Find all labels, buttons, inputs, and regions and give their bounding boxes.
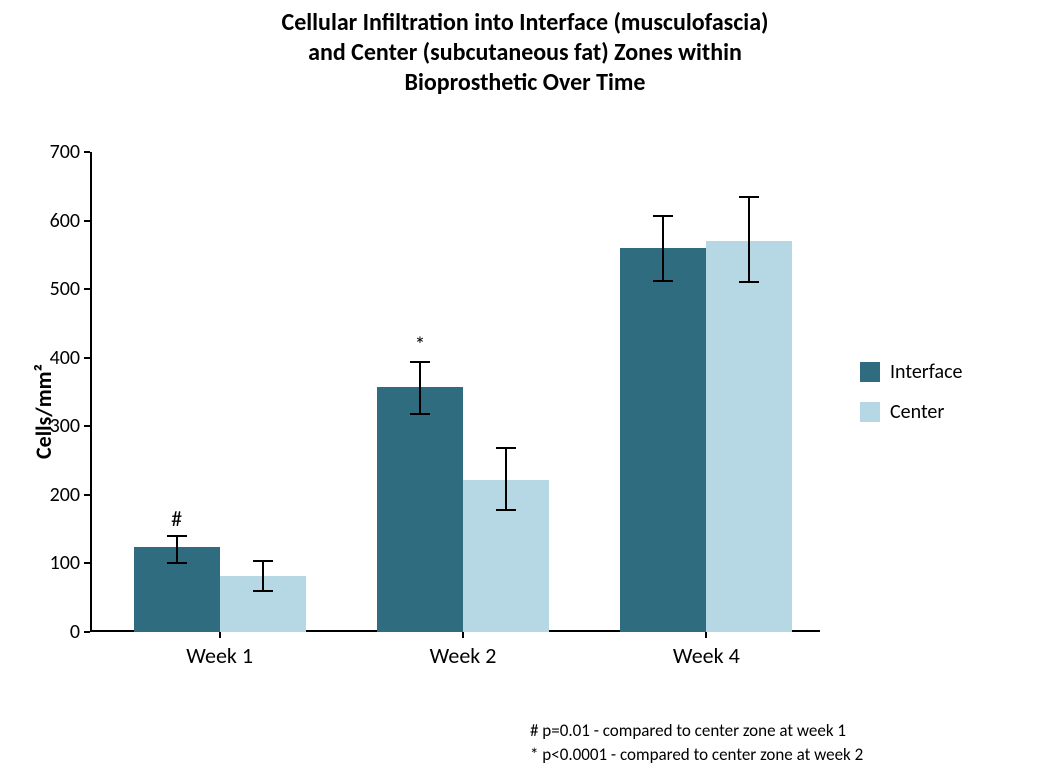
legend-item: Center — [860, 400, 962, 424]
x-tick-mark — [705, 632, 707, 638]
y-tick-label: 200 — [50, 483, 80, 507]
footnote-line: * p<0.0001 - compared to center zone at … — [530, 744, 863, 765]
footnote-line: # p=0.01 - compared to center zone at we… — [530, 720, 846, 741]
y-tick-label: 300 — [50, 414, 80, 438]
y-tick-label: 600 — [50, 209, 80, 233]
y-tick-mark — [84, 357, 90, 359]
legend-swatch — [860, 402, 880, 422]
plot-area: 0100200300400500600700Week 1#Week 2*Week… — [90, 152, 820, 632]
bar — [463, 480, 549, 632]
y-axis — [90, 152, 92, 632]
x-tick-label: Week 1 — [186, 642, 253, 669]
x-tick-label: Week 4 — [673, 642, 740, 669]
title-line-1: Cellular Infiltration into Interface (mu… — [0, 8, 1050, 38]
bar — [377, 387, 463, 632]
x-tick-mark — [219, 632, 221, 638]
y-tick-mark — [84, 220, 90, 222]
legend: Interface Center — [860, 360, 962, 440]
title-line-3: Bioprosthetic Over Time — [0, 68, 1050, 98]
legend-item: Interface — [860, 360, 962, 384]
y-tick-mark — [84, 562, 90, 564]
y-tick-label: 100 — [50, 551, 80, 575]
y-tick-mark — [84, 494, 90, 496]
y-axis-label: Cells/mm² — [30, 364, 57, 459]
y-tick-label: 0 — [70, 620, 80, 644]
y-tick-label: 700 — [50, 140, 80, 164]
significance-marker: # — [171, 505, 182, 532]
y-tick-mark — [84, 288, 90, 290]
y-tick-label: 500 — [50, 277, 80, 301]
x-tick-mark — [462, 632, 464, 638]
bar — [134, 547, 220, 632]
y-tick-label: 400 — [50, 346, 80, 370]
significance-marker: * — [415, 331, 426, 358]
bar — [220, 576, 306, 632]
legend-label: Interface — [890, 360, 962, 384]
bar — [620, 248, 706, 632]
y-tick-mark — [84, 151, 90, 153]
chart-container: { "title": { "lines": [ "Cellular Infilt… — [0, 0, 1050, 784]
y-tick-mark — [84, 631, 90, 633]
bar — [706, 241, 792, 632]
title-line-2: and Center (subcutaneous fat) Zones with… — [0, 38, 1050, 68]
legend-label: Center — [890, 400, 944, 424]
x-tick-label: Week 2 — [430, 642, 497, 669]
legend-swatch — [860, 362, 880, 382]
y-tick-mark — [84, 425, 90, 427]
chart-title: Cellular Infiltration into Interface (mu… — [0, 8, 1050, 98]
